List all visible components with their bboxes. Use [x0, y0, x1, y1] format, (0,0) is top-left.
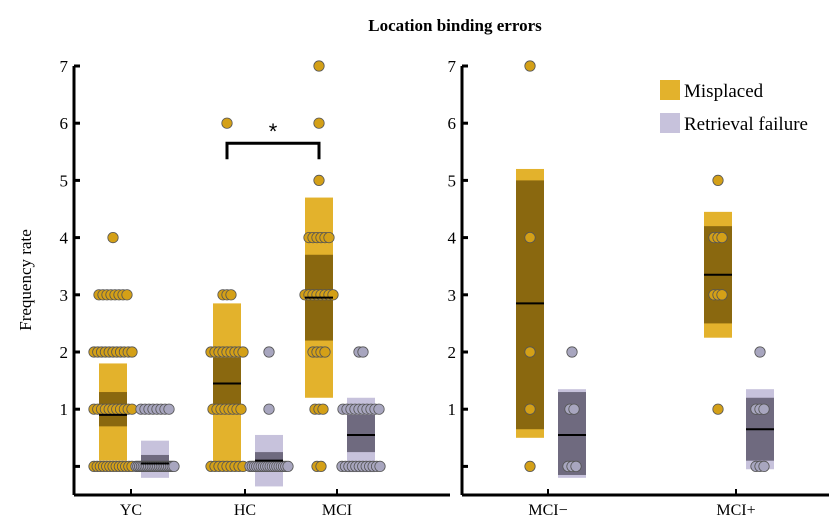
legend-label: Misplaced	[684, 81, 764, 102]
data-point	[314, 61, 324, 71]
y-tick-label: 2	[448, 343, 457, 362]
data-point	[226, 290, 236, 300]
significance-star: *	[269, 119, 278, 144]
legend: Misplaced Retrieval failure	[660, 80, 808, 135]
data-point	[169, 461, 179, 471]
data-point	[264, 404, 274, 414]
x-tick-label: MCI+	[716, 502, 755, 519]
data-point	[283, 461, 293, 471]
data-point	[525, 61, 535, 71]
legend-swatch	[660, 113, 680, 133]
x-tick-label: MCI	[322, 502, 352, 519]
data-point	[755, 347, 765, 357]
data-point	[314, 175, 324, 185]
data-point	[264, 347, 274, 357]
data-point	[222, 118, 232, 128]
data-point	[375, 461, 385, 471]
sem-band	[516, 180, 544, 429]
y-axis-label: Frequency rate	[16, 229, 35, 330]
data-point	[238, 347, 248, 357]
data-point	[571, 461, 581, 471]
data-point	[569, 404, 579, 414]
data-point	[122, 290, 132, 300]
data-point	[717, 232, 727, 242]
y-tick-label: 1	[448, 400, 457, 419]
data-point	[713, 404, 723, 414]
y-tick-label: 1	[60, 400, 69, 419]
data-point	[759, 404, 769, 414]
y-tick-label: 7	[448, 57, 457, 76]
x-tick-label: HC	[234, 502, 256, 519]
data-point	[717, 290, 727, 300]
legend-label: Retrieval failure	[684, 114, 808, 135]
data-point	[525, 347, 535, 357]
data-point	[324, 232, 334, 242]
data-point	[318, 404, 328, 414]
legend-swatch	[660, 80, 680, 100]
y-tick-label: 3	[448, 286, 457, 305]
data-point	[374, 404, 384, 414]
data-point	[314, 118, 324, 128]
y-tick-label: 3	[60, 286, 69, 305]
data-point	[358, 347, 368, 357]
data-point	[525, 461, 535, 471]
y-tick-label: 4	[448, 229, 457, 248]
data-point	[236, 404, 246, 414]
data-point	[316, 461, 326, 471]
y-tick-label: 2	[60, 343, 69, 362]
data-point	[320, 347, 330, 357]
y-tick-label: 4	[60, 229, 69, 248]
data-point	[525, 404, 535, 414]
y-tick-label: 6	[448, 114, 457, 133]
data-point	[127, 347, 137, 357]
data-point	[567, 347, 577, 357]
y-tick-label: 5	[60, 171, 69, 190]
x-tick-label: MCI−	[528, 502, 567, 519]
data-point	[164, 404, 174, 414]
left-panel: 1 2 3 4 5 6 7 YC HC MCI *	[60, 57, 451, 519]
y-tick-label: 6	[60, 114, 69, 133]
y-tick-label: 7	[60, 57, 69, 76]
y-tick-label: 5	[448, 171, 457, 190]
significance-bracket	[227, 143, 319, 159]
x-tick-label: YC	[120, 502, 142, 519]
data-point	[713, 175, 723, 185]
sem-band	[347, 415, 375, 452]
data-point	[108, 232, 118, 242]
data-point	[759, 461, 769, 471]
data-point	[525, 232, 535, 242]
chart-title: Location binding errors	[368, 16, 542, 35]
